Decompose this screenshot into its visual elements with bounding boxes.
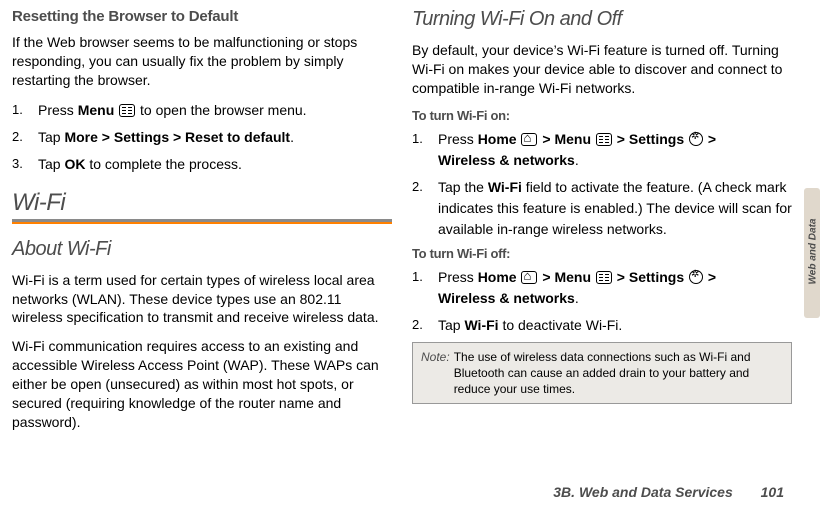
separator: >	[617, 269, 629, 285]
button-label-ok: OK	[64, 156, 85, 172]
wifi-off-step-2: 2. Tap Wi-Fi to deactivate Wi-Fi.	[426, 315, 792, 336]
step-text: Tap	[38, 129, 64, 145]
step-number: 2.	[412, 315, 423, 335]
button-label-menu: Menu	[554, 131, 591, 147]
step-punct: .	[290, 129, 294, 145]
side-tab-label: Web and Data	[808, 215, 819, 289]
label-wifi-off: To turn Wi-Fi off:	[412, 246, 792, 261]
step-text: Press	[438, 131, 478, 147]
step-text: Press	[38, 102, 78, 118]
separator: >	[542, 131, 554, 147]
field-label-wifi: Wi-Fi	[464, 317, 498, 333]
gear-icon	[689, 132, 703, 146]
step-number: 1.	[412, 267, 423, 287]
page-content: Resetting the Browser to Default If the …	[0, 0, 826, 442]
reset-step-1: 1. Press Menu to open the browser menu.	[26, 100, 392, 121]
button-label-settings: Settings	[629, 269, 684, 285]
step-number: 1.	[12, 100, 23, 120]
section-title-wifi: Wi-Fi	[12, 189, 392, 217]
about-wifi-p1: Wi-Fi is a term used for certain types o…	[12, 271, 392, 328]
path-wireless-networks: Wireless & networks	[438, 290, 575, 306]
button-label-menu: Menu	[78, 102, 115, 118]
menu-icon	[119, 104, 135, 117]
step-text-tail: to open the browser menu.	[136, 102, 306, 118]
turning-wifi-intro: By default, your device’s Wi-Fi feature …	[412, 41, 792, 98]
note-label: Note:	[421, 349, 450, 398]
step-text: Tap	[438, 317, 464, 333]
section-divider	[12, 219, 392, 224]
heading-reset-browser: Resetting the Browser to Default	[12, 8, 392, 25]
step-text: Tap	[38, 156, 64, 172]
subheading-turning-wifi: Turning Wi-Fi On and Off	[412, 8, 792, 31]
step-text-tail: to deactivate Wi-Fi.	[499, 317, 623, 333]
note-text: The use of wireless data connections suc…	[454, 349, 783, 398]
step-punct: .	[575, 152, 579, 168]
home-icon	[521, 133, 537, 146]
separator: >	[542, 269, 554, 285]
footer-section-title: 3B. Web and Data Services	[553, 484, 732, 500]
side-tab: Web and Data	[804, 188, 820, 318]
reset-step-2: 2. Tap More > Settings > Reset to defaul…	[26, 127, 392, 148]
step-number: 2.	[12, 127, 23, 147]
step-number: 3.	[12, 154, 23, 174]
button-label-menu: Menu	[554, 269, 591, 285]
wifi-on-step-2: 2. Tap the Wi-Fi field to activate the f…	[426, 177, 792, 240]
reset-steps: 1. Press Menu to open the browser menu. …	[12, 100, 392, 175]
step-number: 1.	[412, 129, 423, 149]
label-wifi-on: To turn Wi-Fi on:	[412, 108, 792, 123]
path-more-settings-reset: More > Settings > Reset to default	[64, 129, 290, 145]
step-text-tail: to complete the process.	[85, 156, 241, 172]
button-label-home: Home	[478, 269, 517, 285]
separator: >	[708, 131, 716, 147]
wifi-off-steps: 1. Press Home > Menu > Settings > Wirele…	[412, 267, 792, 336]
wifi-on-steps: 1. Press Home > Menu > Settings > Wirele…	[412, 129, 792, 240]
path-wireless-networks: Wireless & networks	[438, 152, 575, 168]
button-label-settings: Settings	[629, 131, 684, 147]
wifi-on-step-1: 1. Press Home > Menu > Settings > Wirele…	[426, 129, 792, 171]
about-wifi-p2: Wi-Fi communication requires access to a…	[12, 337, 392, 431]
button-label-home: Home	[478, 131, 517, 147]
footer-page-number: 101	[761, 484, 784, 500]
field-label-wifi: Wi-Fi	[488, 179, 522, 195]
step-text: Tap the	[438, 179, 488, 195]
menu-icon	[596, 133, 612, 146]
note-box: Note: The use of wireless data connectio…	[412, 342, 792, 405]
gear-icon	[689, 270, 703, 284]
reset-intro: If the Web browser seems to be malfuncti…	[12, 33, 392, 90]
separator: >	[708, 269, 716, 285]
step-punct: .	[575, 290, 579, 306]
subheading-about-wifi: About Wi-Fi	[12, 238, 392, 261]
home-icon	[521, 271, 537, 284]
step-text: Press	[438, 269, 478, 285]
page-footer: 3B. Web and Data Services 101	[553, 484, 784, 500]
separator: >	[617, 131, 629, 147]
menu-icon	[596, 271, 612, 284]
step-number: 2.	[412, 177, 423, 197]
reset-step-3: 3. Tap OK to complete the process.	[26, 154, 392, 175]
wifi-off-step-1: 1. Press Home > Menu > Settings > Wirele…	[426, 267, 792, 309]
right-column: Turning Wi-Fi On and Off By default, you…	[412, 8, 792, 442]
left-column: Resetting the Browser to Default If the …	[12, 8, 392, 442]
